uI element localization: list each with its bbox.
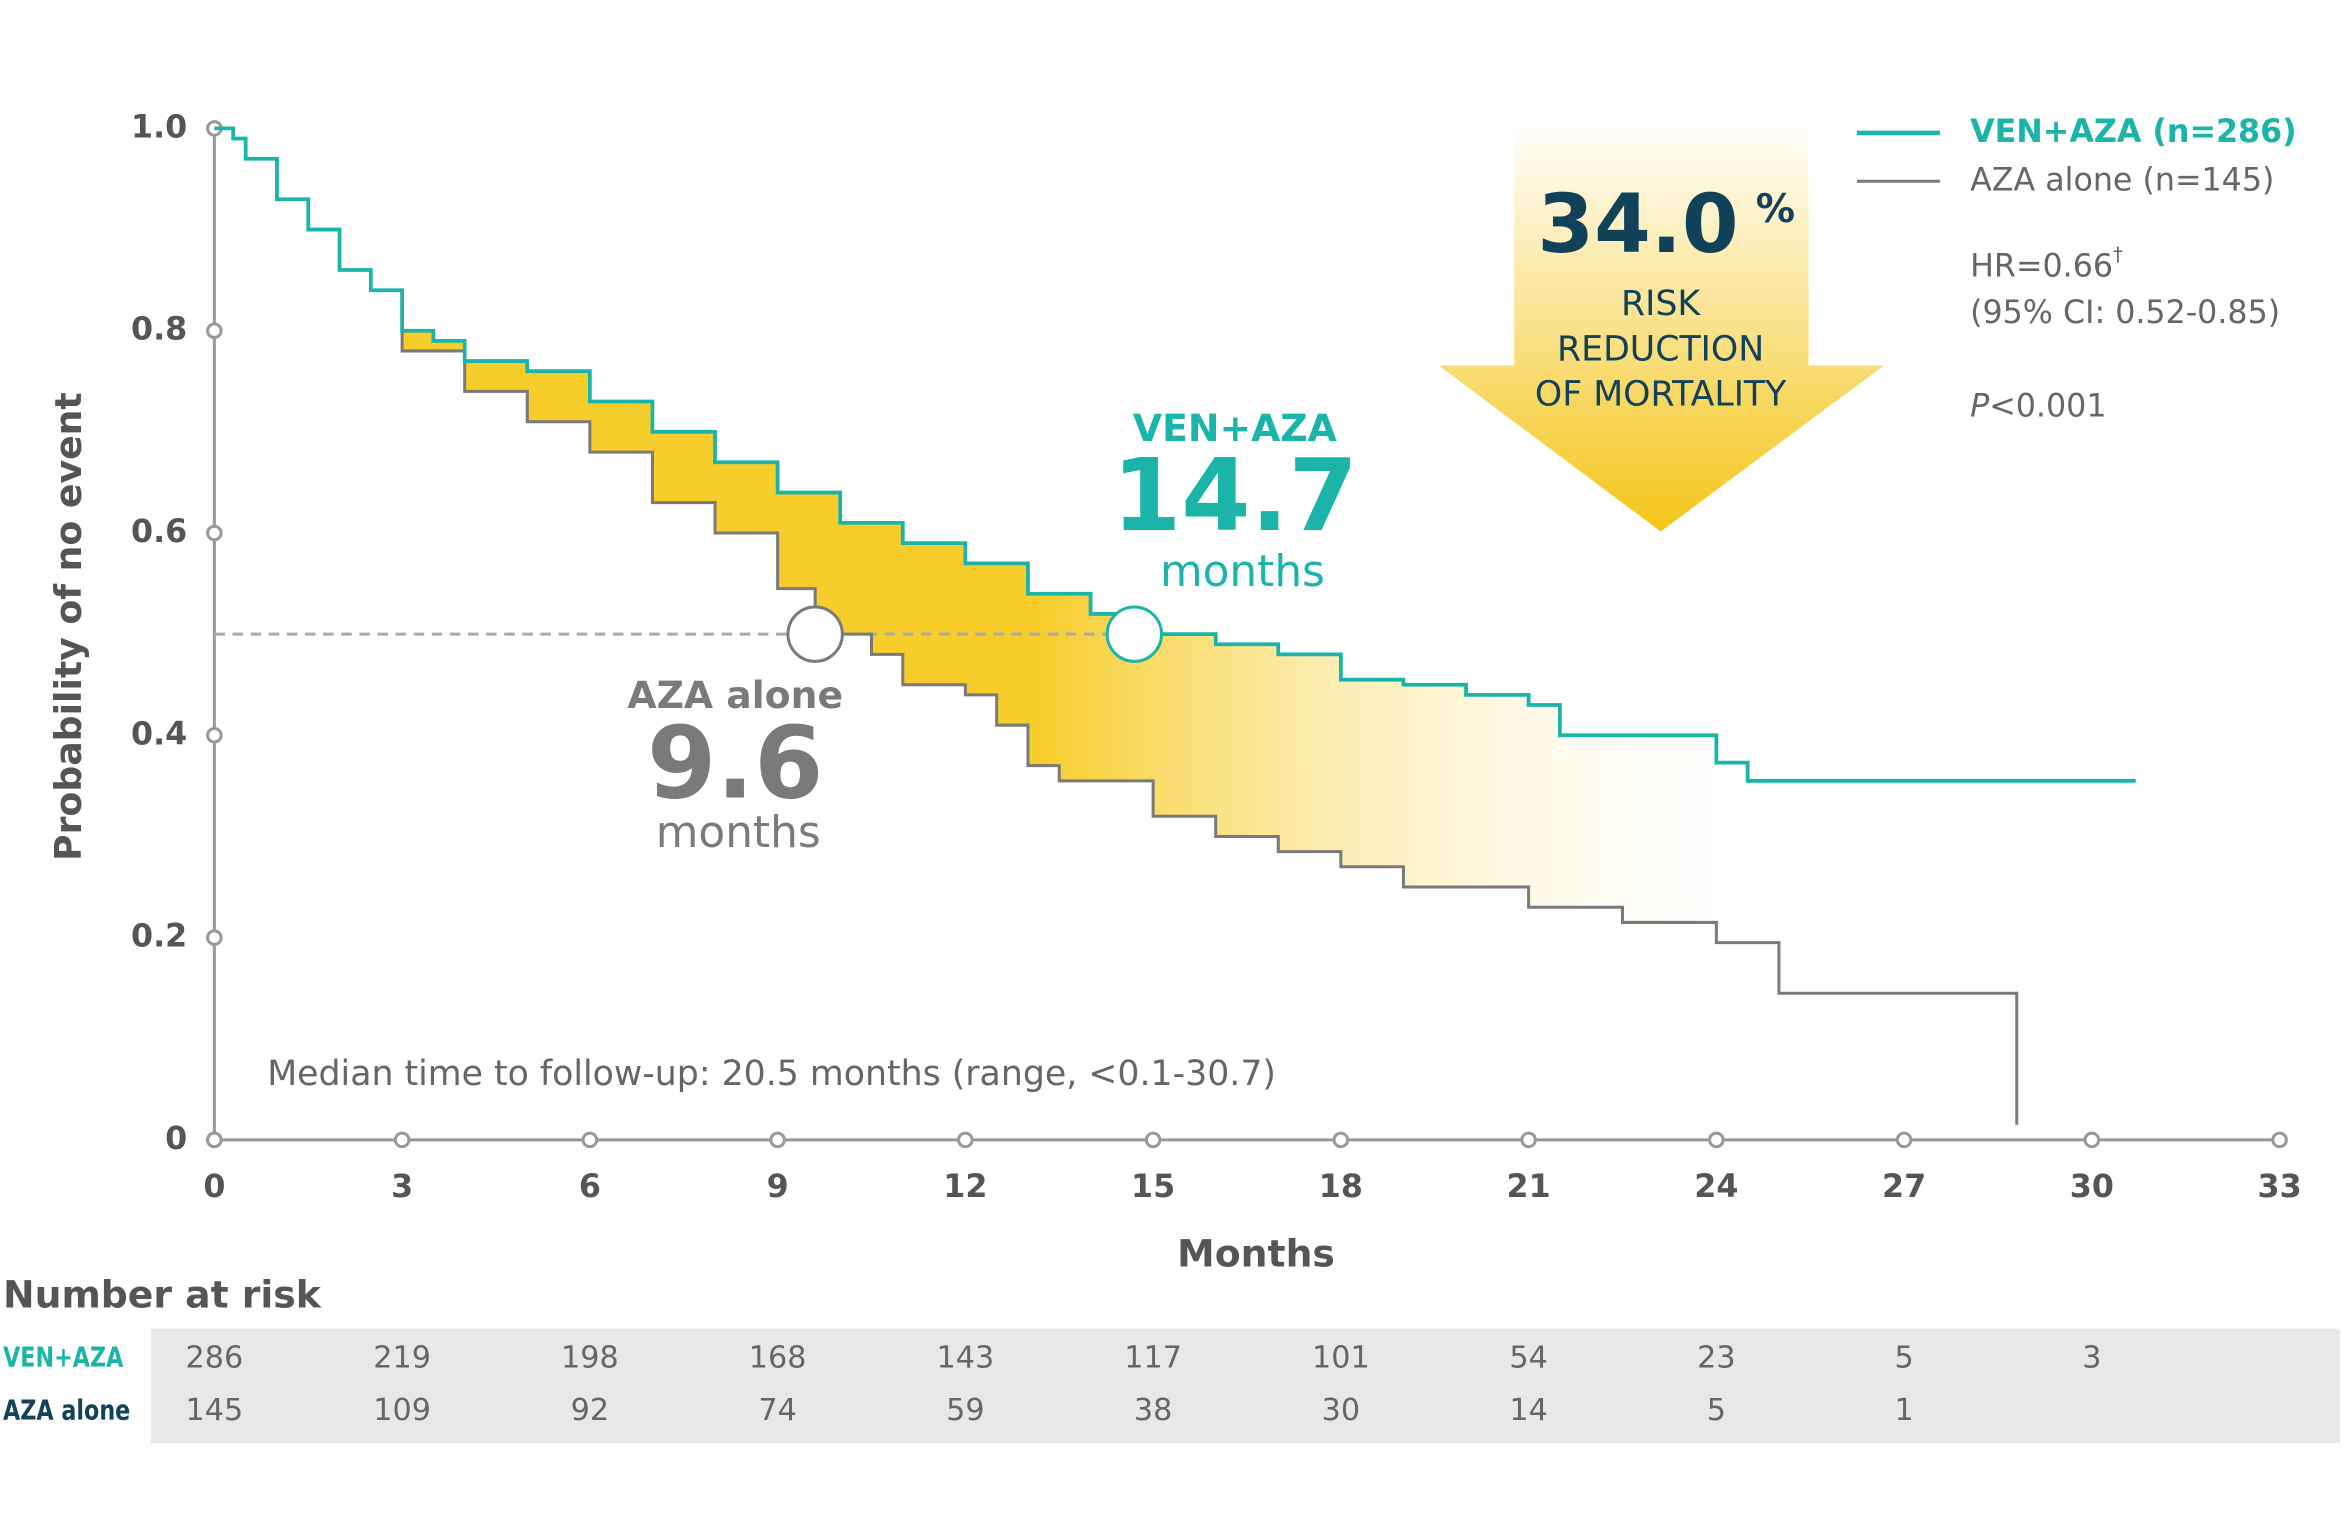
- median-marker: [786, 605, 844, 663]
- risk-value: 59: [946, 1393, 984, 1428]
- y-axis-title: Probability of no event: [47, 392, 90, 861]
- risk-table-title: Number at risk: [3, 1272, 322, 1316]
- x-tick: [1332, 1131, 1350, 1149]
- risk-text: OF MORTALITY: [1535, 375, 1787, 415]
- risk-value: 30: [1322, 1393, 1360, 1428]
- legend-label: VEN+AZA (n=286): [1970, 114, 2297, 150]
- x-tick-label: 0: [203, 1169, 225, 1205]
- hr-text: HR=0.66: [1970, 248, 2113, 284]
- risk-value: 117: [1124, 1340, 1182, 1375]
- y-tick-label: 0.8: [131, 312, 187, 348]
- x-tick: [581, 1131, 599, 1149]
- x-tick-label: 21: [1507, 1169, 1551, 1205]
- x-tick-label: 27: [1882, 1169, 1926, 1205]
- x-axis-title: Months: [1177, 1232, 1335, 1276]
- y-tick-label: 1.0: [131, 109, 187, 145]
- x-tick-label: 15: [1131, 1169, 1175, 1205]
- x-tick-label: 9: [767, 1169, 789, 1205]
- x-tick-label: 6: [579, 1169, 601, 1205]
- risk-value: 145: [186, 1393, 244, 1428]
- risk-value: 5: [1894, 1340, 1913, 1375]
- y-tick-label: 0.2: [131, 919, 187, 955]
- risk-table-bg: [150, 1328, 2340, 1444]
- x-tick: [769, 1131, 786, 1149]
- x-tick-label: 30: [2070, 1169, 2114, 1205]
- x-tick: [1895, 1131, 1913, 1149]
- risk-reduction-unit: %: [1756, 187, 1795, 232]
- x-tick-label: 18: [1319, 1169, 1363, 1205]
- x-tick: [2271, 1131, 2288, 1149]
- p-value: P<0.001: [1970, 389, 2106, 425]
- median-name: AZA alone: [627, 673, 843, 717]
- legend-label: AZA alone (n=145): [1970, 162, 2274, 198]
- risk-arrow: [1438, 120, 1885, 532]
- hr: HR=0.66†: [1970, 243, 2123, 285]
- risk-value: 109: [373, 1393, 431, 1428]
- risk-value: 286: [186, 1340, 244, 1375]
- risk-value: 101: [1312, 1340, 1370, 1375]
- y-tick: [206, 524, 223, 542]
- footnote: Median time to follow-up: 20.5 months (r…: [267, 1054, 1276, 1094]
- risk-text: REDUCTION: [1557, 329, 1764, 369]
- x-tick-label: 3: [391, 1169, 413, 1205]
- risk-text: RISK: [1621, 284, 1701, 324]
- x-tick: [1520, 1131, 1537, 1149]
- median-value: 14.7: [1112, 439, 1358, 554]
- risk-value: 38: [1134, 1393, 1172, 1428]
- risk-value: 5: [1707, 1393, 1726, 1428]
- x-tick: [393, 1131, 411, 1149]
- x-tick: [2083, 1131, 2101, 1149]
- median-marker: [1105, 605, 1164, 663]
- risk-value: 23: [1697, 1340, 1735, 1375]
- risk-value: 168: [749, 1340, 807, 1375]
- km-curve: [214, 126, 2136, 783]
- risk-value: 1: [1894, 1393, 1913, 1428]
- risk-reduction-value: 34.0: [1537, 177, 1738, 272]
- risk-value: 92: [571, 1393, 609, 1428]
- risk-row-name: VEN+AZA: [3, 1341, 124, 1373]
- difference-area: [214, 128, 2136, 1125]
- x-tick: [1708, 1131, 1725, 1149]
- x-tick-label: 12: [943, 1169, 987, 1205]
- x-tick: [1144, 1131, 1162, 1149]
- risk-value: 3: [2082, 1340, 2101, 1375]
- p-symbol: P: [1970, 389, 1990, 425]
- y-tick: [206, 727, 223, 744]
- hr-mark: †: [2113, 243, 2123, 266]
- x-tick: [206, 1131, 223, 1149]
- risk-value: 219: [373, 1340, 431, 1375]
- y-tick-label: 0.4: [131, 716, 187, 752]
- risk-value: 74: [758, 1393, 796, 1428]
- risk-value: 54: [1509, 1340, 1547, 1375]
- y-tick: [206, 929, 223, 946]
- median-name: VEN+AZA: [1133, 406, 1338, 450]
- risk-value: 198: [561, 1340, 619, 1375]
- x-tick-label: 24: [1694, 1169, 1738, 1205]
- p-text: <0.001: [1989, 389, 2106, 425]
- risk-value: 143: [937, 1340, 995, 1375]
- x-tick-label: 33: [2258, 1169, 2302, 1205]
- x-tick: [957, 1131, 974, 1149]
- risk-value: 14: [1509, 1393, 1547, 1428]
- y-tick-label: 0: [165, 1121, 187, 1157]
- median-unit: months: [656, 807, 821, 858]
- median-unit: months: [1160, 546, 1325, 597]
- hr-ci: (95% CI: 0.52-0.85): [1970, 295, 2280, 331]
- y-tick-label: 0.6: [131, 514, 187, 550]
- median-value: 9.6: [647, 706, 823, 821]
- risk-row-name: AZA alone: [3, 1394, 130, 1426]
- y-tick: [206, 322, 223, 340]
